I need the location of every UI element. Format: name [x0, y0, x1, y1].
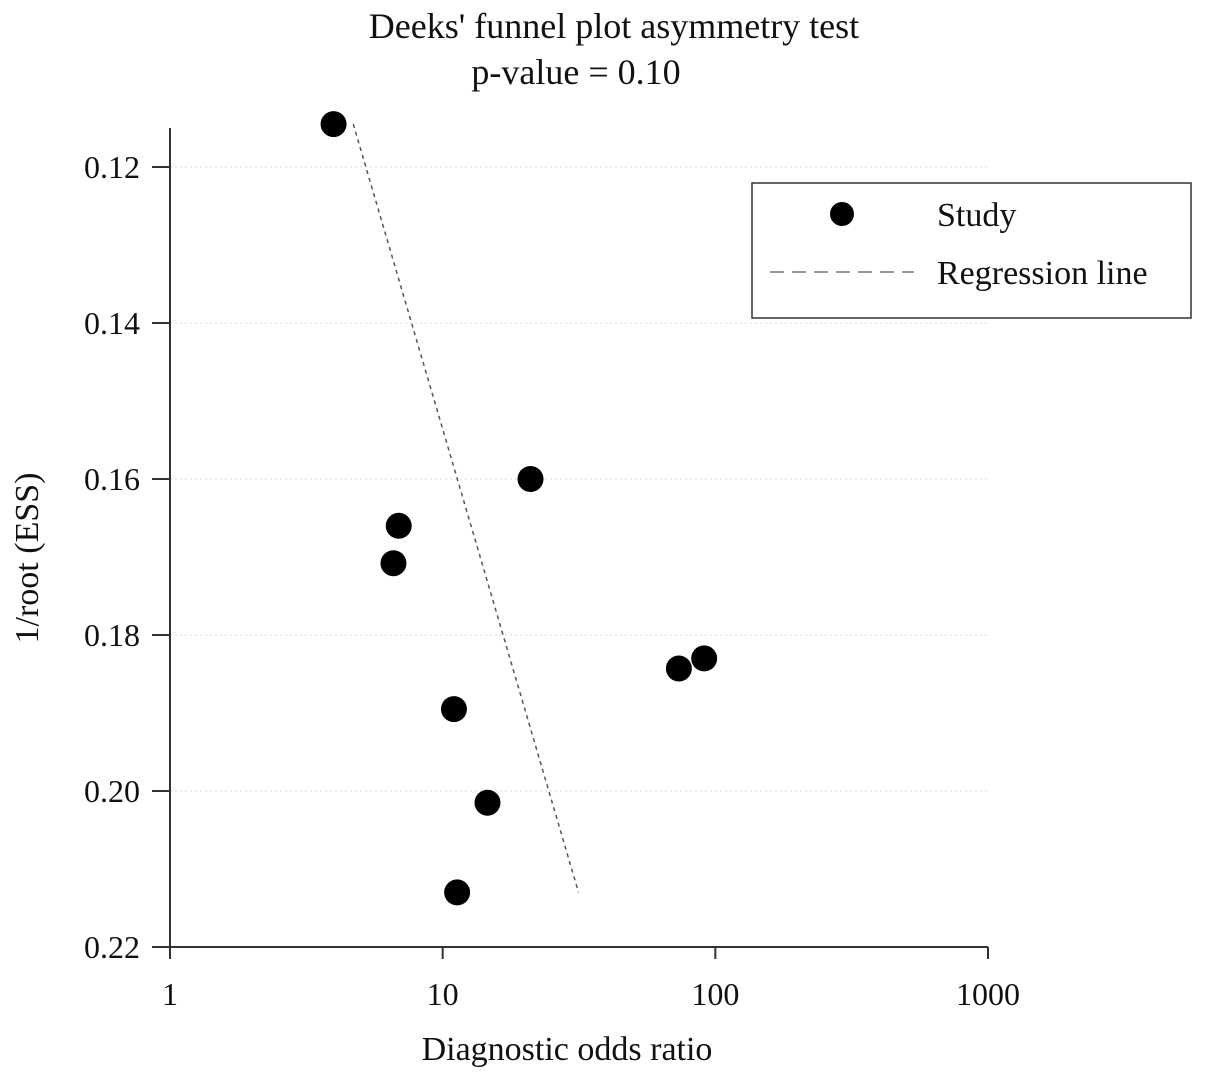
- study-series: [320, 111, 718, 906]
- legend-study-marker: [830, 202, 854, 226]
- y-axis-ticks: 0.12 0.14 0.16 0.18 0.20 0.22: [84, 149, 170, 965]
- x-axis-ticks: 1 10 100 1000: [162, 947, 1020, 1012]
- x-axis-label: Diagnostic odds ratio: [422, 1031, 713, 1068]
- chart-subtitle: p-value = 0.10: [471, 52, 680, 92]
- y-tick-label: 0.18: [84, 617, 140, 653]
- study-point: [440, 696, 467, 723]
- study-point: [444, 879, 471, 906]
- axes: [169, 128, 988, 948]
- chart-title: Deeks' funnel plot asymmetry test: [369, 6, 859, 46]
- y-axis-label: 1/root (ESS): [9, 473, 46, 644]
- legend-study-label: Study: [937, 197, 1016, 234]
- legend-regression-label: Regression line: [937, 255, 1148, 292]
- x-tick-label: 10: [427, 976, 459, 1012]
- y-tick-label: 0.16: [84, 461, 140, 497]
- legend-box: [751, 182, 1192, 319]
- x-tick-label: 1000: [956, 976, 1020, 1012]
- x-tick-label: 100: [691, 976, 739, 1012]
- y-tick-label: 0.12: [84, 149, 140, 185]
- study-point: [665, 655, 692, 682]
- gridlines: [170, 166, 988, 792]
- study-point: [691, 645, 718, 672]
- study-point: [474, 789, 501, 816]
- y-tick-label: 0.22: [84, 929, 140, 965]
- regression-series: [352, 123, 580, 893]
- study-point: [517, 466, 544, 492]
- legend: Study Regression line: [751, 182, 1192, 319]
- study-point: [385, 512, 412, 539]
- y-tick-label: 0.14: [84, 305, 140, 341]
- regression-line: [352, 123, 580, 893]
- y-tick-label: 0.20: [84, 773, 140, 809]
- x-tick-label: 1: [162, 976, 178, 1012]
- study-point: [380, 550, 407, 577]
- study-point: [320, 111, 347, 138]
